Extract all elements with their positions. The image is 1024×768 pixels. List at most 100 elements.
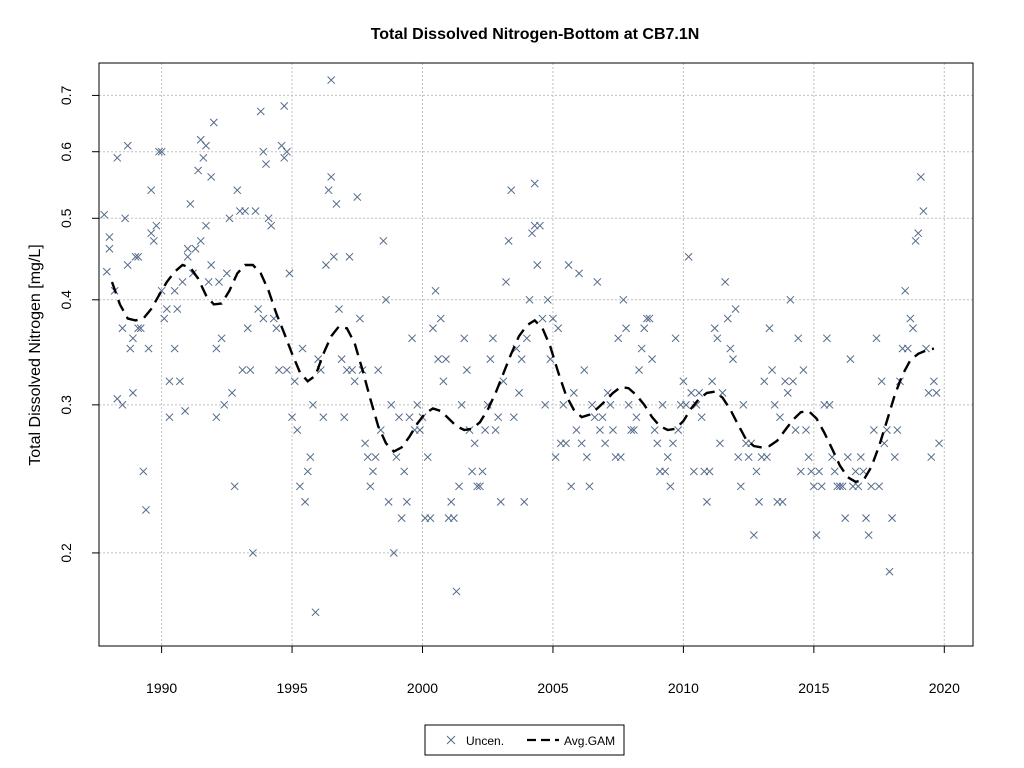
data-point [838, 482, 847, 491]
y-axis: 0.2 0.3 0.4 0.5 0.6 0.7 [58, 85, 99, 563]
data-point [387, 400, 396, 409]
data-point [233, 186, 242, 195]
data-point [134, 252, 143, 261]
data-point [650, 426, 659, 434]
data-point [340, 413, 349, 422]
data-point [452, 587, 461, 596]
data-point [212, 413, 221, 422]
data-point [144, 344, 153, 353]
data-point [327, 76, 336, 85]
data-point [562, 439, 570, 448]
data-point [415, 426, 424, 434]
data-point [225, 214, 234, 223]
data-point [658, 400, 667, 409]
data-point [689, 467, 698, 476]
data-point [559, 400, 568, 409]
data-point [927, 453, 936, 462]
data-point [481, 426, 490, 434]
data-point [598, 413, 607, 422]
y-tick-label: 0.6 [58, 142, 74, 162]
data-point [708, 377, 717, 386]
data-point [423, 453, 432, 462]
data-point [653, 439, 662, 448]
data-point [525, 295, 534, 304]
data-point [178, 278, 187, 286]
data-point [152, 221, 161, 230]
data-point [916, 172, 925, 181]
data-point [640, 324, 649, 333]
data-point [635, 366, 644, 374]
data-point [248, 548, 257, 557]
data-point [306, 453, 315, 462]
data-point [105, 244, 114, 253]
data-point [379, 236, 388, 245]
data-point [872, 334, 881, 343]
data-point [337, 355, 346, 364]
data-point [541, 400, 550, 409]
data-point [549, 314, 557, 323]
data-point [580, 366, 589, 374]
x-tick-label: 2010 [668, 680, 699, 696]
data-point [509, 413, 518, 422]
data-point [721, 278, 730, 286]
data-point [674, 426, 683, 434]
data-point [778, 497, 787, 506]
data-point [768, 366, 777, 374]
data-point [695, 388, 704, 397]
data-point [272, 324, 281, 333]
data-point [426, 514, 435, 523]
data-point [663, 453, 672, 462]
data-point [554, 324, 563, 333]
data-point [475, 482, 484, 491]
data-point [867, 482, 876, 491]
data-point [301, 497, 310, 506]
data-point [173, 305, 182, 313]
data-point [382, 295, 390, 304]
data-point [567, 482, 576, 491]
data-point [222, 269, 231, 278]
data-point [710, 324, 719, 333]
data-point [128, 334, 137, 343]
data-point [460, 334, 469, 343]
data-point [564, 261, 573, 269]
data-point [661, 467, 670, 476]
data-point [807, 467, 816, 476]
data-point [515, 388, 523, 397]
data-point [293, 426, 302, 434]
data-point [217, 334, 226, 343]
data-point [783, 388, 792, 397]
data-point [901, 286, 910, 295]
data-point [504, 236, 513, 245]
data-point [494, 413, 503, 422]
data-point [118, 400, 127, 409]
data-point [723, 314, 732, 323]
data-point [118, 324, 127, 333]
data-point [322, 261, 330, 269]
data-point [619, 295, 628, 304]
data-point [238, 366, 247, 374]
data-point [543, 295, 552, 304]
chart-title: Total Dissolved Nitrogen-Bottom at CB7.1… [371, 26, 700, 43]
data-point [507, 186, 516, 195]
data-point [230, 482, 239, 491]
data-point [264, 214, 273, 223]
data-point [131, 252, 140, 261]
data-point [327, 172, 336, 181]
data-point [841, 514, 850, 523]
data-point [919, 207, 928, 216]
data-point [535, 221, 544, 230]
data-point [202, 141, 210, 150]
data-point [405, 413, 414, 422]
x-tick-label: 1990 [146, 680, 177, 696]
x-tick-label: 1995 [276, 680, 307, 696]
data-point [209, 118, 218, 127]
data-point [165, 413, 174, 422]
data-point [862, 514, 870, 523]
data-point [113, 153, 122, 162]
data-point [593, 278, 602, 286]
data-point [491, 426, 500, 434]
data-point [614, 334, 623, 343]
data-point [577, 439, 586, 448]
data-point [241, 207, 250, 216]
